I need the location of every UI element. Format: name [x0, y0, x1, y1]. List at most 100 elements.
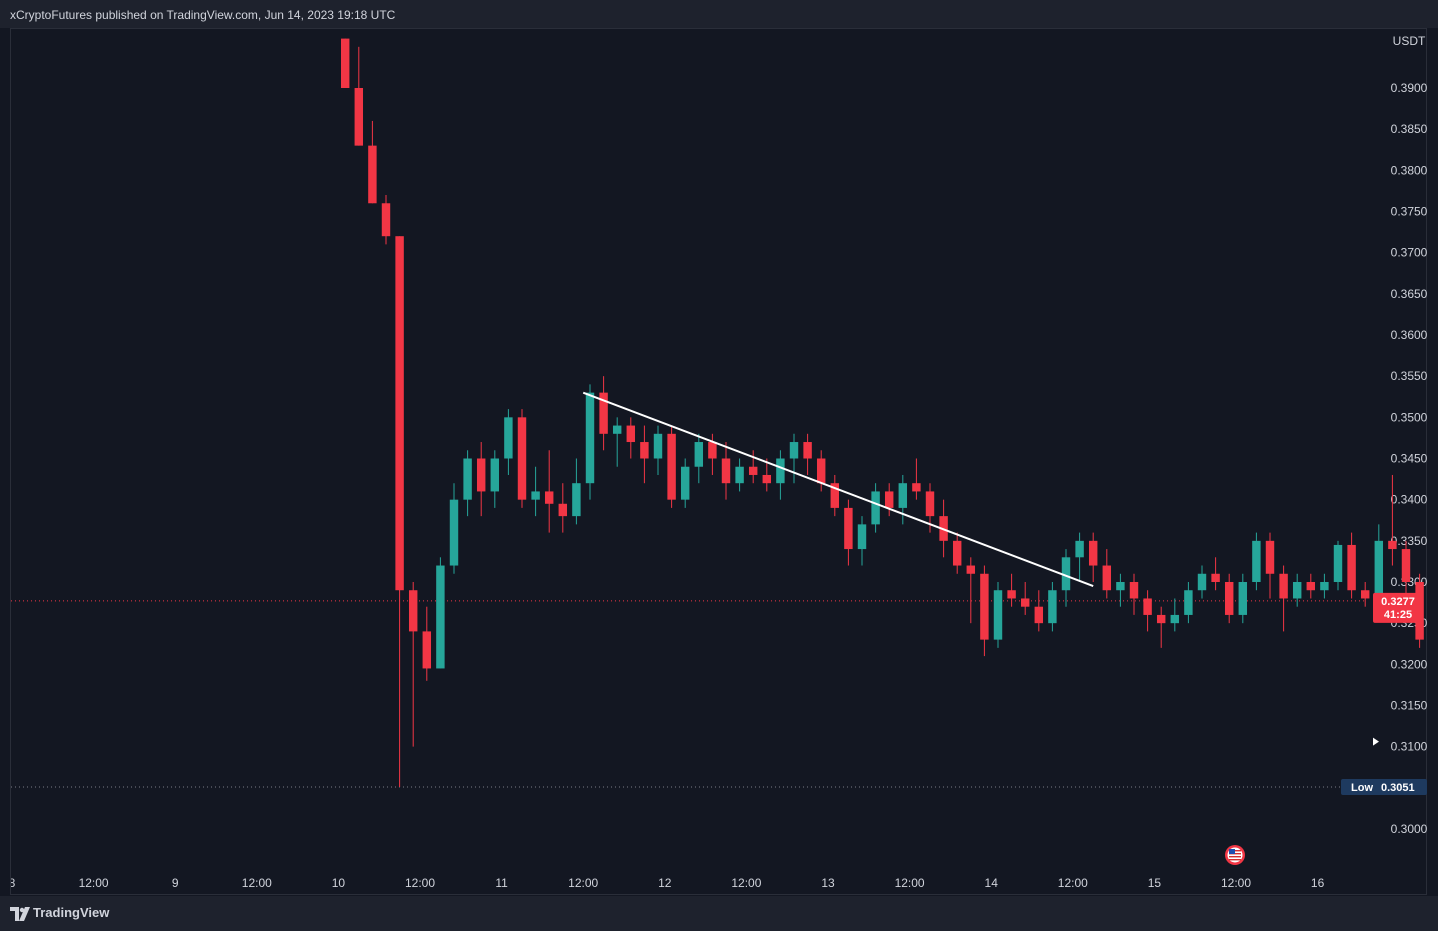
time-tick-label: 12:00: [895, 876, 925, 890]
candle-body[interactable]: [395, 236, 404, 591]
candle-body[interactable]: [1265, 540, 1275, 574]
candle-body[interactable]: [436, 565, 445, 669]
price-tick-label: 0.3700: [1391, 246, 1428, 260]
time-tick-label: 13: [821, 876, 835, 890]
candle-body[interactable]: [1007, 590, 1016, 599]
candle-body[interactable]: [599, 392, 608, 434]
candle-body[interactable]: [1306, 582, 1316, 591]
price-tick-label: 0.3200: [1391, 657, 1428, 671]
candle-body[interactable]: [653, 433, 663, 459]
candle-body[interactable]: [667, 433, 676, 500]
candle-body[interactable]: [1374, 540, 1384, 599]
candle-body[interactable]: [680, 466, 690, 500]
candle-body[interactable]: [952, 540, 962, 566]
candle-body[interactable]: [1320, 582, 1329, 591]
descending-trendline[interactable]: [582, 391, 1094, 588]
candle-body[interactable]: [490, 458, 500, 492]
candle-body[interactable]: [558, 503, 568, 517]
last-price-tag: [1373, 592, 1423, 623]
candle-body[interactable]: [422, 631, 432, 669]
candle-body[interactable]: [925, 491, 935, 517]
candle-body[interactable]: [1238, 582, 1248, 615]
candle-body[interactable]: [830, 483, 840, 508]
candle-body[interactable]: [1102, 565, 1112, 591]
candle-body[interactable]: [1034, 606, 1044, 624]
candle-body[interactable]: [1156, 614, 1166, 624]
price-tick-label: 0.3500: [1391, 410, 1428, 424]
candle-body[interactable]: [531, 491, 540, 500]
candle-body[interactable]: [1143, 598, 1152, 615]
candle-body[interactable]: [1224, 582, 1234, 615]
candle-body[interactable]: [912, 483, 921, 492]
candle-body[interactable]: [1116, 582, 1125, 591]
candle-body[interactable]: [980, 573, 989, 640]
candle-body[interactable]: [776, 458, 785, 484]
candle-body[interactable]: [1388, 540, 1397, 550]
candle-body[interactable]: [871, 491, 880, 525]
time-tick-label: 14: [985, 876, 999, 890]
candle-body[interactable]: [612, 425, 622, 434]
time-tick-label: 12:00: [568, 876, 598, 890]
candle-body[interactable]: [1088, 540, 1098, 566]
candle-body[interactable]: [1333, 544, 1343, 582]
scale-arrow-icon[interactable]: [1373, 737, 1379, 746]
candle-body[interactable]: [993, 590, 1003, 640]
candle-body[interactable]: [572, 483, 581, 517]
candle-body[interactable]: [762, 474, 772, 484]
candle-body[interactable]: [640, 442, 649, 459]
candle-body[interactable]: [449, 499, 459, 566]
candle-body[interactable]: [898, 483, 908, 508]
candle-body[interactable]: [1075, 540, 1084, 558]
candle-body[interactable]: [1184, 590, 1193, 615]
candle-body[interactable]: [1170, 614, 1180, 624]
time-tick-label: 15: [1148, 876, 1162, 890]
candle-body[interactable]: [626, 425, 636, 443]
candle-body[interactable]: [1129, 582, 1139, 599]
last-price-value: 0.3277: [1381, 596, 1415, 608]
candle-body[interactable]: [381, 203, 391, 237]
candle-body[interactable]: [748, 466, 758, 475]
candle-body[interactable]: [1197, 573, 1207, 591]
candle-body[interactable]: [340, 38, 350, 88]
candle-body[interactable]: [517, 417, 527, 500]
candle-body[interactable]: [1347, 544, 1356, 591]
candle-body[interactable]: [1020, 598, 1030, 607]
candle-body[interactable]: [1360, 590, 1370, 599]
time-tick-label: 16: [1311, 876, 1325, 890]
candle-body[interactable]: [1048, 590, 1057, 624]
candle-body[interactable]: [816, 458, 826, 484]
chart-pane[interactable]: USDT 0.3900 0.3850 0.3800 0.3750 0.3700 0.3650…: [10, 28, 1428, 896]
candlestick-chart[interactable]: USDT 0.3900 0.3850 0.3800 0.3750 0.3700 0.3650…: [11, 29, 1428, 896]
candle-body[interactable]: [884, 491, 894, 508]
price-tick-label: 0.3000: [1391, 822, 1428, 836]
candle-body[interactable]: [504, 417, 513, 459]
candle-body[interactable]: [476, 458, 486, 492]
candle-body[interactable]: [1401, 549, 1411, 582]
candle-body[interactable]: [966, 565, 976, 574]
candle-body[interactable]: [844, 507, 853, 550]
candle-body[interactable]: [544, 491, 554, 504]
candle-body[interactable]: [721, 458, 731, 484]
candle-body[interactable]: [1211, 573, 1220, 582]
candle-body[interactable]: [1252, 540, 1261, 582]
time-tick-label: 12:00: [242, 876, 272, 890]
candle-body[interactable]: [354, 88, 364, 146]
tradingview-brand: TradingView: [33, 905, 110, 920]
candle-body[interactable]: [368, 145, 377, 204]
candle-body[interactable]: [585, 392, 595, 484]
time-tick-label: 12: [658, 876, 672, 890]
candle-body[interactable]: [1279, 573, 1288, 599]
candle-body[interactable]: [708, 442, 717, 459]
price-tick-label: 0.3550: [1391, 369, 1428, 383]
candle-body[interactable]: [1061, 557, 1071, 591]
low-label: Low: [1351, 782, 1373, 794]
candle-body[interactable]: [789, 442, 799, 459]
candle-body[interactable]: [463, 458, 472, 500]
candle-body[interactable]: [694, 442, 704, 467]
candle-body[interactable]: [735, 466, 744, 484]
candle-body[interactable]: [1292, 582, 1302, 599]
candle-body[interactable]: [408, 590, 418, 632]
footer-bar: [0, 896, 1438, 931]
candle-body[interactable]: [857, 524, 867, 550]
candle-body[interactable]: [803, 442, 812, 459]
